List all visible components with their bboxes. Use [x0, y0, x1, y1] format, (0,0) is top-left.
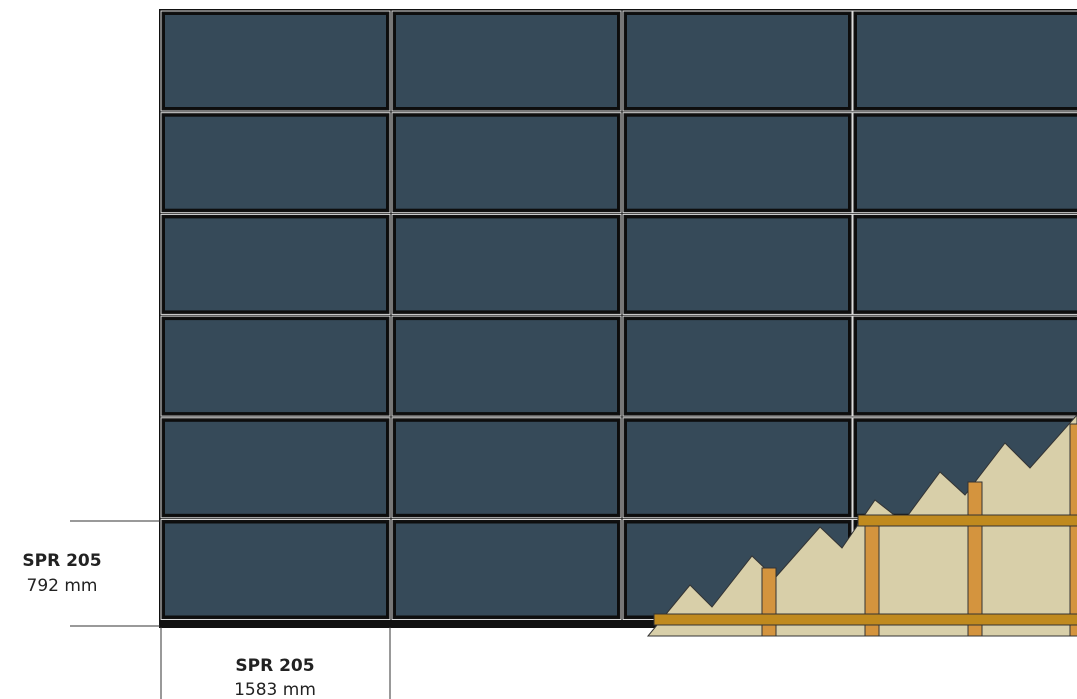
solar-panel [394, 13, 619, 109]
solar-panel [163, 114, 388, 211]
panel-gap [622, 112, 853, 214]
width-dimension: 1583 mm [234, 680, 316, 699]
solar-panel [163, 419, 388, 516]
solar-panel [394, 216, 619, 313]
panel-gap [391, 519, 622, 620]
panel-gap [160, 417, 391, 519]
solar-panel [625, 114, 850, 211]
solar-panel [625, 419, 850, 516]
rafter [967, 481, 983, 637]
solar-panel [855, 318, 1077, 415]
panel-gap [852, 112, 1077, 214]
panel-gap [622, 10, 853, 112]
panel-gap [391, 10, 622, 112]
solar-panel [855, 114, 1077, 211]
panel-gap [160, 315, 391, 417]
panel-gap [391, 417, 622, 519]
panel-gap [852, 213, 1077, 315]
panel-gap [852, 315, 1077, 417]
panel-gap [622, 315, 853, 417]
panel-array [159, 9, 1077, 628]
panel-gap [391, 213, 622, 315]
solar-panel [855, 216, 1077, 313]
panel-gap [391, 112, 622, 214]
solar-panel [394, 318, 619, 415]
rafter [761, 567, 777, 637]
solar-panel [855, 13, 1077, 109]
solar-panel [394, 114, 619, 211]
batten [653, 613, 1077, 626]
panel-gap [622, 417, 853, 519]
height-model: SPR 205 [22, 551, 101, 571]
panel-gap [160, 213, 391, 315]
roof-cutaway [646, 414, 1077, 637]
panel-gap [160, 10, 391, 112]
solar-panel [625, 216, 850, 313]
dimension-lines [70, 520, 391, 699]
panel-gap [160, 112, 391, 214]
panel-gap [160, 519, 391, 620]
rafter [1069, 423, 1077, 637]
solar-panel [625, 13, 850, 109]
panel-gap [852, 10, 1077, 112]
width-model: SPR 205 [235, 656, 314, 676]
height-dimension: 792 mm [27, 576, 98, 596]
panel-gap [391, 315, 622, 417]
solar-panel [163, 216, 388, 313]
solar-panel [394, 419, 619, 516]
solar-panel [163, 521, 388, 618]
solar-panel [163, 318, 388, 415]
panel-gap [622, 213, 853, 315]
solar-panel [394, 521, 619, 618]
solar-panel [163, 13, 388, 109]
solar-panel [625, 318, 850, 415]
batten [857, 514, 1077, 527]
